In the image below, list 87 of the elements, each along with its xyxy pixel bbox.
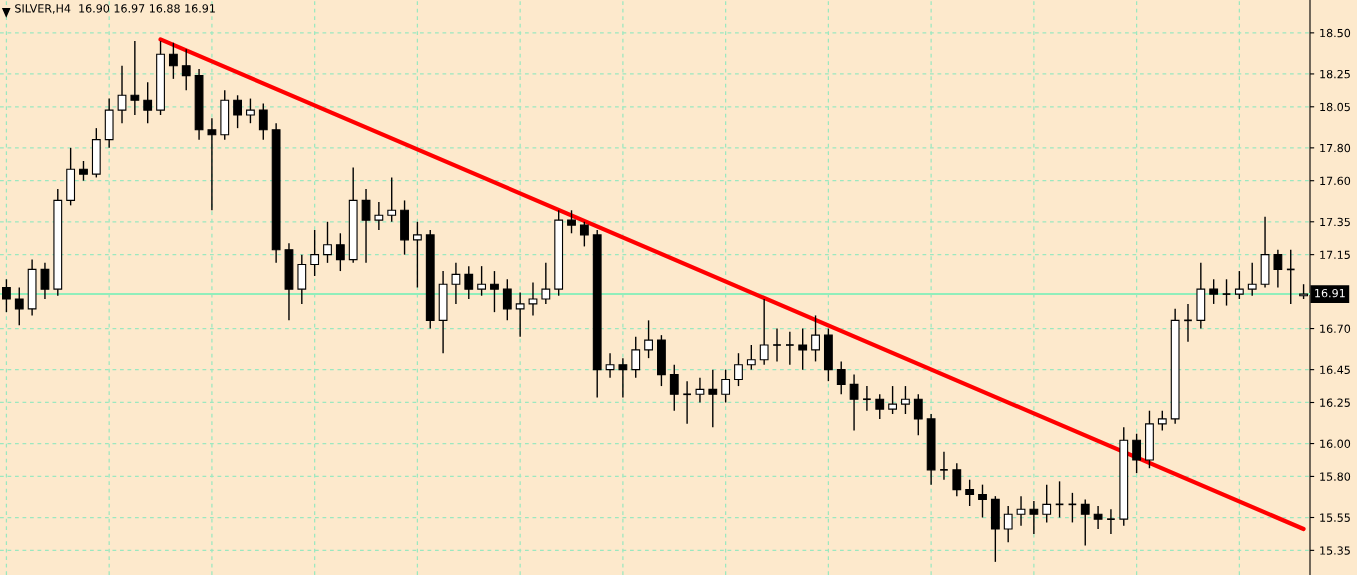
y-tick-label: 17.60 [1320,176,1351,186]
candlestick [759,298,769,366]
candlestick [1247,262,1257,297]
candlestick [541,262,551,305]
candlestick [1029,500,1039,535]
candlestick [734,352,743,387]
candlestick [811,314,820,363]
candlestick [913,393,923,437]
candlestick [1221,278,1232,307]
candlestick [669,364,679,412]
candlestick [888,385,898,415]
candlestick [849,373,859,432]
candlestick [1234,270,1244,300]
candlestick [939,451,949,481]
y-tick-label: 18.25 [1320,69,1350,79]
candlestick [143,81,153,124]
candlestick [708,368,718,428]
candlestick [862,385,872,412]
candlestick [490,270,499,313]
y-tick-label: 16.70 [1320,324,1351,333]
candlestick [1209,278,1219,305]
ref-line-label: 16.91 [1315,288,1345,298]
candlestick [1132,433,1142,474]
candlestick [1157,410,1167,432]
candlestick [1093,505,1103,530]
candlestick [965,479,975,507]
candlestick [451,262,461,305]
candlestick [130,40,140,116]
candlestick [515,291,525,338]
candlestick [117,65,127,124]
candlestick [246,97,255,124]
candlestick [207,117,217,211]
candlestick [1016,495,1026,527]
candlestick [631,336,641,379]
y-tick-label: 16.00 [1320,439,1351,448]
candlestick [14,286,24,326]
y-tick-label: 15.55 [1320,513,1350,522]
candlestick [785,331,795,366]
candlestick [323,221,332,264]
candlestick [901,385,910,415]
y-tick-label: 16.45 [1320,365,1350,375]
candlestick [682,380,692,425]
y-tick-label: 15.35 [1320,546,1350,555]
candlestick [1106,508,1116,535]
candlestick [387,176,397,223]
candlestick [258,102,268,141]
candlestick [567,209,576,234]
candlestick [1273,249,1283,289]
chart-title: SILVER,H4 16.90 16.97 16.88 16.91 [15,4,215,14]
y-tick-label: 17.35 [1320,217,1350,227]
y-tick-label: 17.80 [1320,143,1351,153]
candlestick [798,327,808,371]
candlestick [528,281,538,317]
candlestick [1003,505,1013,543]
candlestick [1042,483,1052,524]
candlestick [836,360,846,395]
candlestick [746,344,756,371]
candlestick [721,368,731,404]
candlestick [644,319,653,359]
candlestick [464,265,474,300]
candlestick [361,188,371,264]
y-tick-label: 16.25 [1320,398,1350,407]
candlestick [310,229,320,277]
candlestick [618,357,628,399]
candlestick [335,232,345,272]
y-tick-label: 18.05 [1320,102,1350,112]
candlestick [374,201,384,231]
candlestick [233,94,243,129]
candlestick [772,327,782,363]
candlestick [412,221,422,289]
candlestick [2,278,11,313]
candlestick [477,265,487,297]
candlestick [875,393,885,420]
candlestick [579,221,589,248]
candlestick [40,262,50,300]
candlestick [168,42,178,80]
candlestick [1080,498,1090,547]
candlestick [181,48,191,92]
candlestick [605,352,615,379]
candlestick [695,377,705,404]
y-tick-label: 18.50 [1320,28,1351,38]
candlestick [978,483,987,519]
candlestick [952,462,962,497]
candlestick [502,278,512,322]
y-tick-label: 15.80 [1320,472,1351,481]
y-tick-label: 17.15 [1320,250,1350,260]
candlestick [79,160,88,182]
